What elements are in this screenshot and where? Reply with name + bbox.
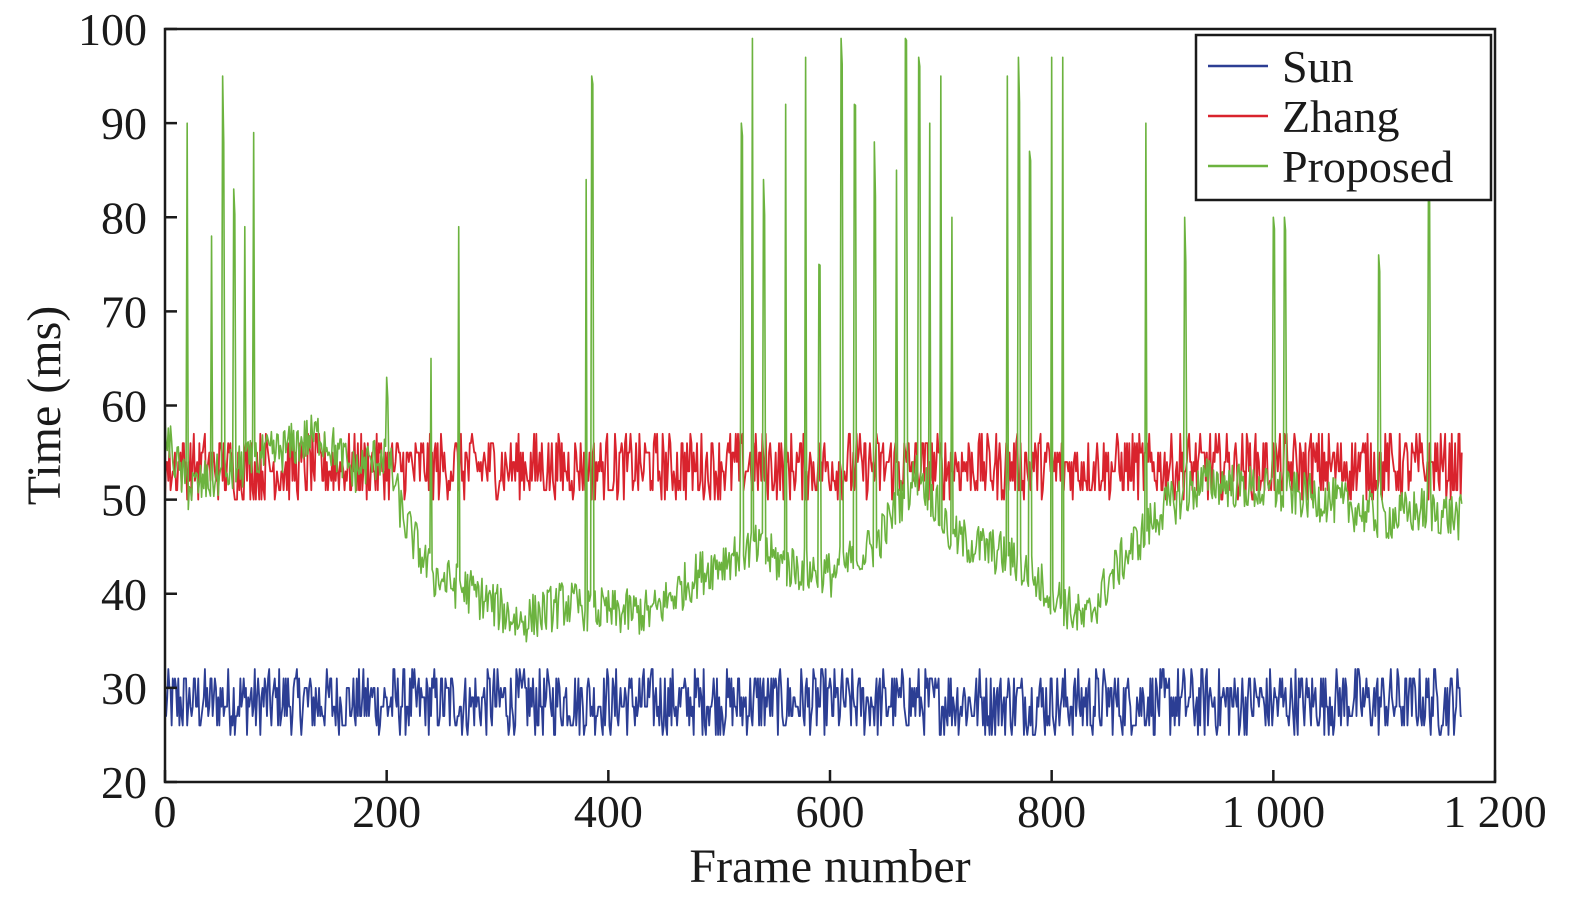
y-tick-label: 100	[78, 4, 147, 55]
series-line-proposed	[164, 37, 1463, 643]
legend-label-zhang: Zhang	[1282, 91, 1400, 142]
y-tick-label: 80	[101, 192, 147, 243]
y-tick-label: 30	[101, 663, 147, 714]
x-tick-label: 1 000	[1222, 786, 1326, 837]
legend-box	[1194, 33, 1493, 202]
legend-label-sun: Sun	[1282, 41, 1354, 92]
y-tick-label: 70	[101, 286, 147, 337]
x-axis-title: Frame number	[689, 840, 970, 893]
y-tick-label: 90	[101, 98, 147, 149]
series-layer	[164, 37, 1463, 736]
x-tick-label: 800	[1017, 786, 1086, 837]
ticks-layer: 0 200 400 600 800 1 000 1 200 20 30 40 50 60 70 80 90 1…	[78, 4, 1547, 837]
x-tick-label: 1 200	[1443, 786, 1547, 837]
x-tick-label: 600	[796, 786, 865, 837]
y-axis-title: Time (ms)	[18, 306, 71, 506]
series-line-sun	[164, 668, 1462, 736]
x-tick-label: 400	[574, 786, 643, 837]
y-tick-label: 20	[101, 757, 147, 808]
legend-label-proposed: Proposed	[1282, 141, 1453, 192]
y-tick-label: 50	[101, 475, 147, 526]
y-tick-label: 60	[101, 381, 147, 432]
x-tick-label: 0	[154, 786, 177, 837]
y-tick-label: 40	[101, 569, 147, 620]
x-tick-label: 200	[352, 786, 421, 837]
